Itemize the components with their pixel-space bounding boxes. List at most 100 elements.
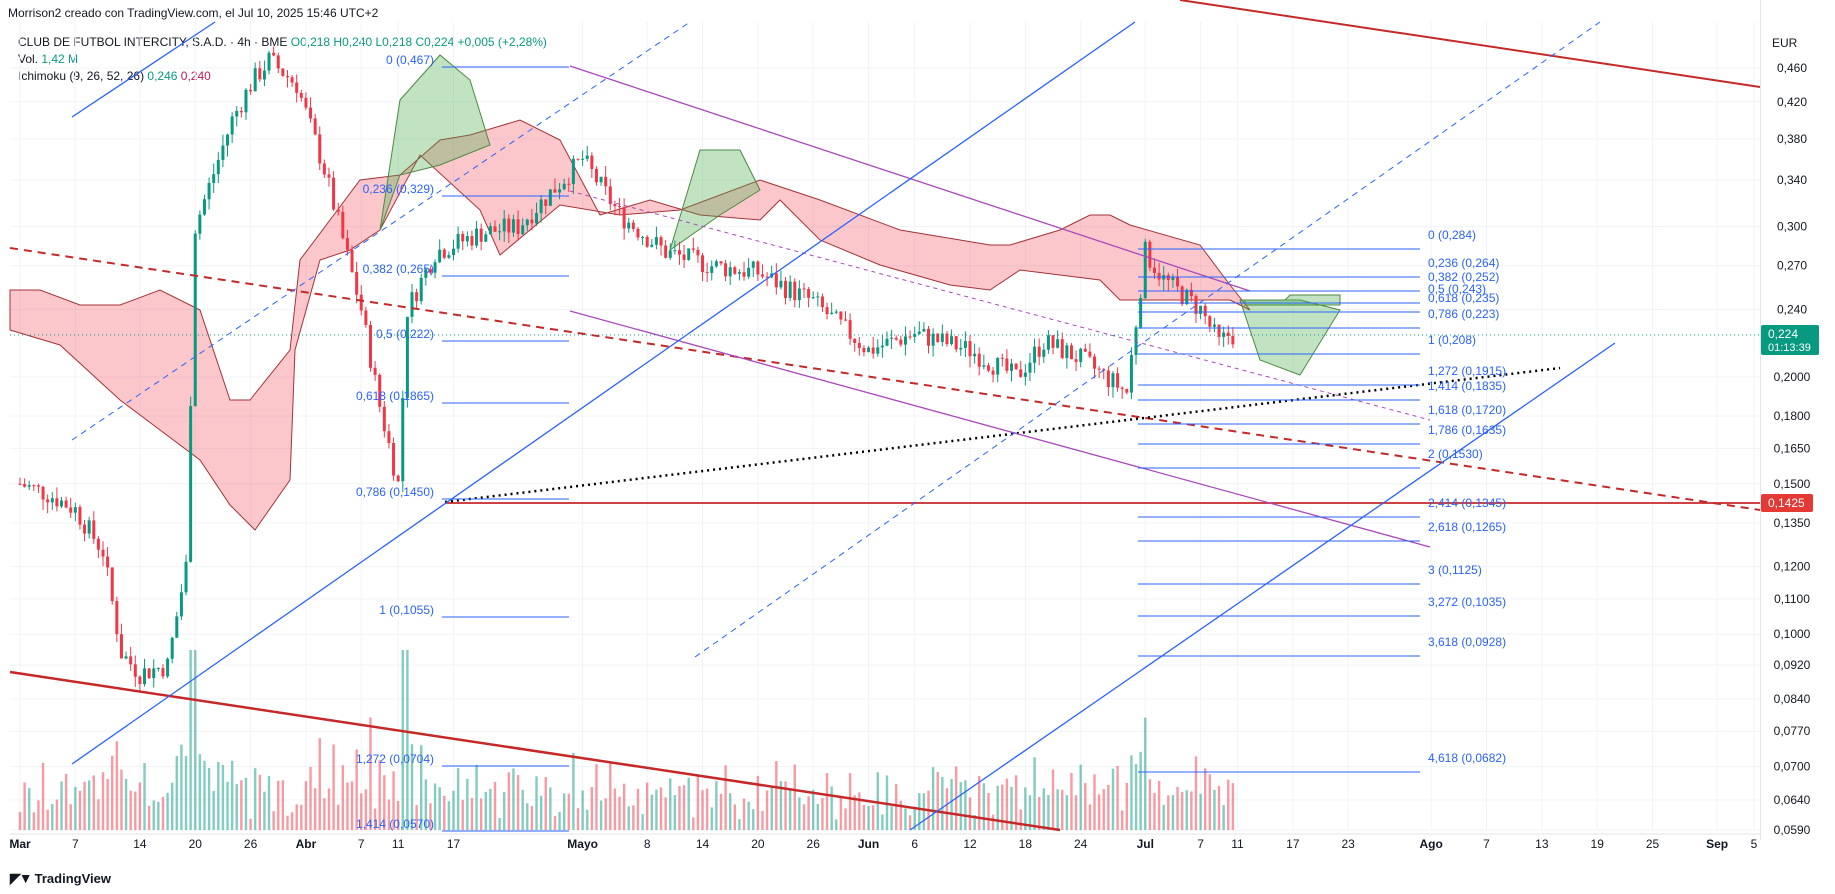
volume-bar bbox=[332, 744, 335, 830]
volume-bar bbox=[258, 774, 262, 830]
volume-bar bbox=[567, 793, 570, 830]
volume-bar bbox=[157, 801, 160, 830]
candle-body bbox=[991, 370, 995, 375]
currency-label[interactable]: EUR bbox=[1772, 36, 1798, 50]
volume-bar bbox=[973, 815, 976, 830]
volume-bar bbox=[106, 778, 109, 830]
time-tick-label: Mayo bbox=[567, 837, 598, 851]
candle-body bbox=[387, 431, 391, 443]
candle-body bbox=[170, 637, 174, 659]
fib-right-label: 0,236 (0,264) bbox=[1428, 256, 1499, 270]
volume-bar bbox=[253, 768, 257, 830]
price-axis[interactable] bbox=[1760, 0, 1835, 840]
candle-body bbox=[636, 228, 640, 238]
candle-body bbox=[608, 186, 612, 205]
candle-body bbox=[1222, 332, 1226, 337]
tradingview-icon: ◤▼ bbox=[10, 870, 33, 886]
fib-right-label: 0,5 (0,243) bbox=[1428, 282, 1486, 296]
candle-body bbox=[604, 176, 608, 187]
volume-bar bbox=[659, 787, 663, 830]
volume-bar bbox=[1204, 768, 1207, 830]
fib-right-label: 0,382 (0,252) bbox=[1428, 270, 1499, 284]
volume-bar bbox=[286, 815, 289, 830]
candle-body bbox=[1010, 363, 1014, 371]
candle-body bbox=[673, 250, 677, 252]
volume-bar bbox=[249, 818, 252, 830]
candle-body bbox=[959, 347, 963, 350]
candle-body bbox=[696, 249, 700, 256]
time-tick-label: 11 bbox=[392, 837, 405, 851]
volume-bar bbox=[941, 776, 944, 830]
symbol-title[interactable]: CLUB DE FUTBOL INTERCITY, S.A.D. · 4h · … bbox=[18, 35, 288, 49]
volume-bar bbox=[1130, 755, 1133, 830]
candle-body bbox=[465, 236, 469, 242]
candle-body bbox=[880, 345, 884, 348]
candle-body bbox=[747, 267, 751, 277]
volume-bar bbox=[207, 767, 211, 830]
volume-bar bbox=[945, 788, 949, 830]
volume-bar bbox=[1001, 784, 1004, 830]
candle-body bbox=[184, 561, 188, 593]
candle-body bbox=[202, 199, 206, 215]
volume-bar bbox=[300, 804, 303, 830]
candle-body bbox=[410, 292, 414, 317]
candle-body bbox=[18, 483, 22, 485]
volume-bar bbox=[733, 804, 737, 830]
channel-upper bbox=[569, 65, 1251, 292]
candle-body bbox=[977, 353, 981, 367]
candle-body bbox=[1046, 335, 1050, 350]
fib-right-label: 2,414 (0,1345) bbox=[1428, 496, 1506, 510]
grid-lines bbox=[10, 22, 1760, 835]
volume-bar bbox=[812, 789, 815, 830]
volume-bar bbox=[987, 793, 990, 830]
volume-bar bbox=[1033, 757, 1036, 830]
candle-body bbox=[687, 248, 691, 260]
candle-body bbox=[1199, 305, 1203, 314]
ichimoku-label[interactable]: Ichimoku (9, 26, 52, 26) bbox=[18, 69, 145, 83]
candle-body bbox=[627, 222, 631, 229]
candle-body bbox=[558, 189, 562, 193]
volume-bar bbox=[779, 781, 783, 830]
fib-right-label: 1,414 (0,1835) bbox=[1428, 379, 1506, 393]
volume-bar bbox=[392, 771, 395, 830]
candle-body bbox=[793, 281, 797, 301]
volume-bar bbox=[853, 795, 856, 830]
candle-body bbox=[1152, 267, 1156, 273]
volume-bar bbox=[595, 763, 598, 830]
candle-body bbox=[493, 226, 497, 232]
candle-body bbox=[345, 238, 349, 250]
volume-bar bbox=[950, 779, 953, 830]
volume-bar bbox=[1120, 810, 1124, 830]
volume-bar bbox=[1157, 780, 1161, 830]
candle-body bbox=[507, 218, 511, 233]
candle-body bbox=[1166, 275, 1170, 281]
candle-body bbox=[244, 89, 248, 113]
volume-bar bbox=[230, 760, 234, 830]
time-tick-label: 26 bbox=[807, 837, 821, 851]
candle-body bbox=[36, 485, 40, 487]
volume-bar bbox=[410, 744, 414, 830]
candle-body bbox=[1162, 275, 1166, 280]
volume-bar bbox=[636, 788, 640, 830]
volume-bar bbox=[558, 811, 561, 830]
candle-body bbox=[341, 211, 345, 239]
candle-body bbox=[101, 549, 105, 557]
fib-left-label: 1,272 (0,0704) bbox=[356, 752, 434, 766]
volume-bar bbox=[913, 809, 916, 830]
candle-body bbox=[853, 338, 857, 344]
volume-bar bbox=[318, 738, 321, 830]
blue-channel-line bbox=[71, 21, 1136, 765]
candle-body bbox=[530, 219, 534, 224]
ichimoku-cloud-red bbox=[9, 119, 1251, 531]
volume-label[interactable]: Vol. bbox=[18, 52, 39, 66]
tradingview-logo[interactable]: ◤▼ TradingView bbox=[10, 870, 111, 887]
volume-bars bbox=[18, 650, 1235, 830]
candle-body bbox=[119, 634, 123, 659]
candle-body bbox=[424, 269, 428, 278]
volume-bar bbox=[341, 765, 345, 830]
volume-bar bbox=[364, 789, 368, 830]
candle-body bbox=[885, 338, 889, 346]
fib-left-label: 0,618 (0,1865) bbox=[356, 389, 434, 403]
volume-bar bbox=[373, 808, 377, 830]
